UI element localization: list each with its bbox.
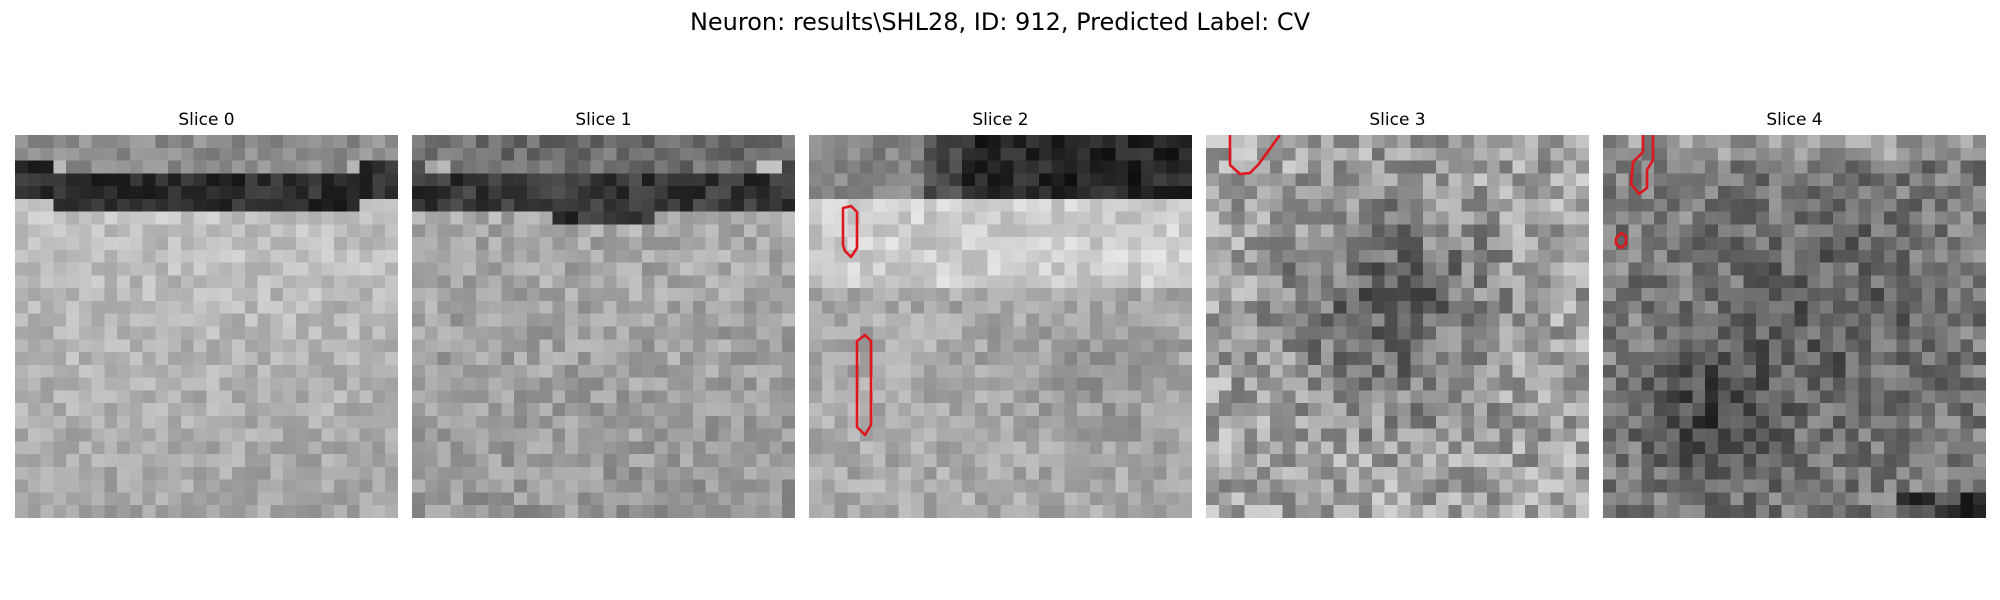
slice-image-3 — [1206, 135, 1589, 518]
slice-panel-3: Slice 3 — [1206, 109, 1589, 521]
segmentation-contour — [1614, 231, 1628, 250]
slice-panel-4: Slice 4 — [1603, 109, 1986, 521]
slice-title: Slice 1 — [575, 110, 632, 130]
slice-title: Slice 0 — [178, 110, 235, 130]
segmentation-contour — [841, 204, 859, 259]
slice-title: Slice 2 — [972, 110, 1029, 130]
slice-panel-0: Slice 0 — [15, 109, 398, 521]
slice-title: Slice 4 — [1766, 110, 1823, 130]
slice-image-4 — [1603, 135, 1986, 518]
slice-image-0 — [15, 135, 398, 518]
slice-title: Slice 3 — [1369, 110, 1426, 130]
slice-panel-2: Slice 2 — [809, 109, 1192, 521]
slice-panel-1: Slice 1 — [412, 109, 795, 521]
slice-image-1 — [412, 135, 795, 518]
slice-image-2 — [809, 135, 1192, 518]
segmentation-contour — [855, 333, 873, 437]
figure-title: Neuron: results\SHL28, ID: 912, Predicte… — [689, 8, 1311, 36]
segmentation-contour — [1228, 135, 1282, 176]
segmentation-contour — [1629, 135, 1655, 196]
